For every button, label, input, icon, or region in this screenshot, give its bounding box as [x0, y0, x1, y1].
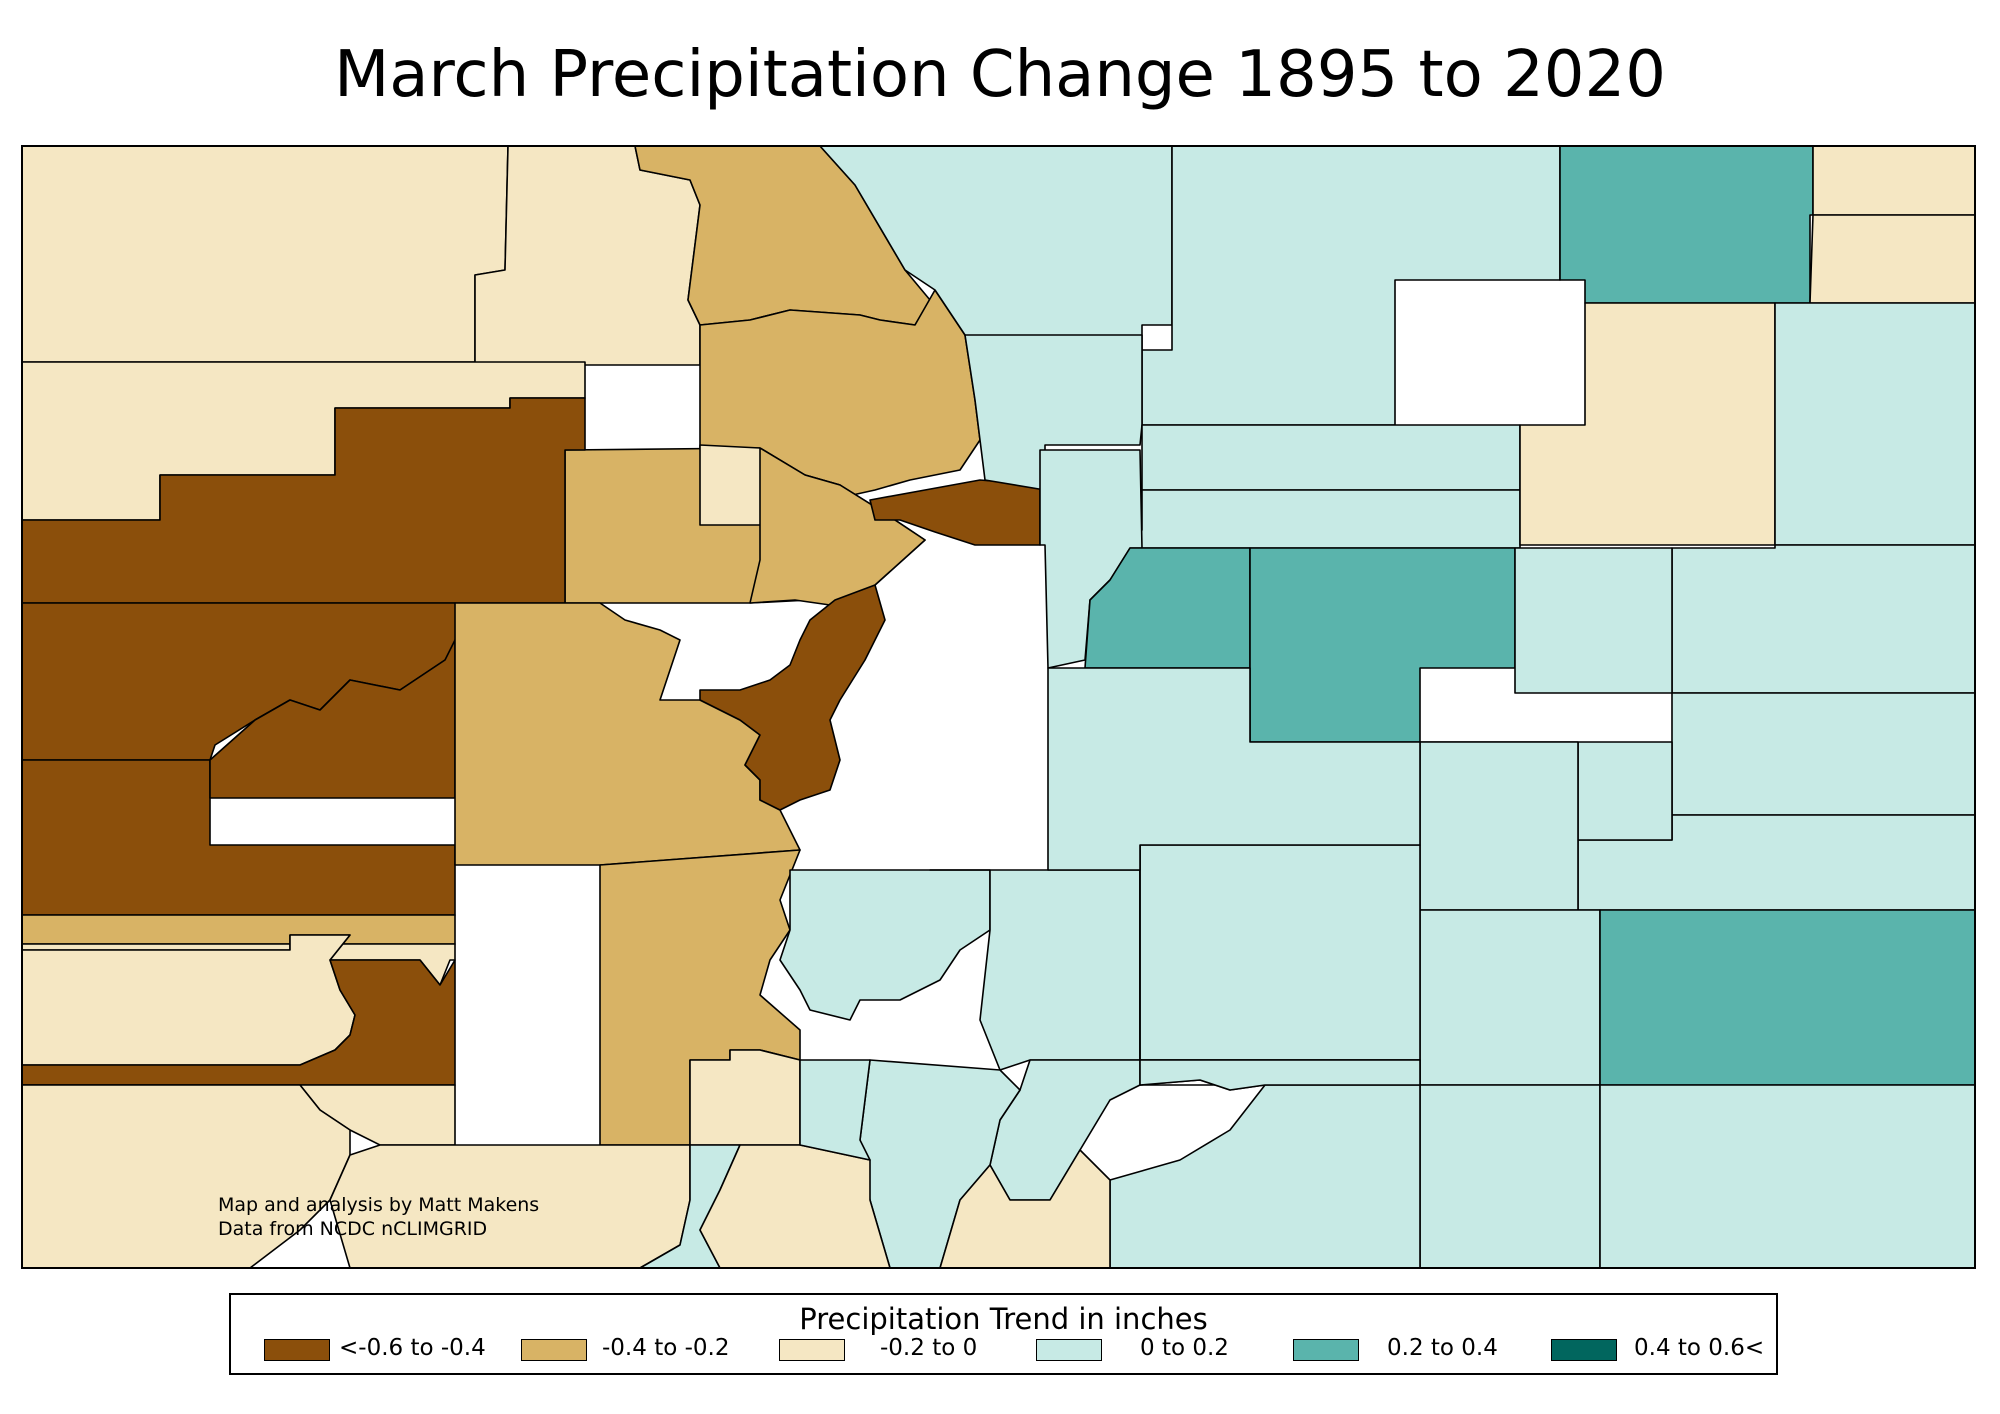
county-region[interactable] [1514, 547, 1673, 694]
county-region[interactable] [779, 869, 991, 1021]
county-region[interactable] [21, 934, 356, 1066]
county-region[interactable] [1129, 489, 1521, 549]
county-region[interactable] [699, 584, 886, 811]
county-region[interactable] [1774, 302, 1976, 546]
county-region[interactable] [21, 914, 456, 945]
county-region[interactable] [1139, 844, 1421, 1091]
county-region[interactable] [21, 145, 509, 363]
legend-swatch [1551, 1339, 1617, 1361]
county-region[interactable] [1419, 1084, 1601, 1269]
legend-label: 0 to 0.2 [1140, 1335, 1229, 1361]
county-region[interactable] [1109, 1084, 1421, 1269]
legend-title: Precipitation Trend in inches [799, 1302, 1208, 1336]
county-region[interactable] [1599, 1084, 1976, 1269]
credit-source: Data from NCDC nCLIMGRID [218, 1218, 488, 1240]
county-region[interactable] [474, 145, 701, 366]
county-region[interactable] [1139, 844, 1421, 1061]
legend-swatch [264, 1339, 330, 1361]
county-region[interactable] [689, 1049, 801, 1146]
county-region[interactable] [1599, 909, 1976, 1086]
county-region[interactable] [1141, 424, 1521, 491]
state-border [21, 145, 1976, 1269]
map-title: March Precipitation Change 1895 to 2020 [334, 38, 1666, 112]
county-region[interactable] [1671, 692, 1976, 816]
legend-label: 0.4 to 0.6< [1634, 1335, 1765, 1361]
legend-label: <-0.6 to -0.4 [339, 1335, 486, 1361]
county-region[interactable] [1047, 667, 1421, 871]
county-region[interactable] [1141, 145, 1561, 426]
county-region[interactable] [799, 1059, 871, 1161]
legend-swatch [779, 1339, 845, 1361]
county-region[interactable] [1559, 145, 1814, 304]
legend-swatch [521, 1339, 587, 1361]
county-region[interactable] [1419, 909, 1601, 1086]
county-region[interactable] [1671, 544, 1976, 694]
legend-label: 0.2 to 0.4 [1387, 1335, 1498, 1361]
county-region[interactable] [454, 602, 801, 866]
credit-author: Map and analysis by Matt Makens [218, 1194, 540, 1216]
county-region[interactable] [1249, 547, 1516, 743]
county-region[interactable] [1519, 302, 1776, 546]
legend-label: -0.2 to 0 [880, 1335, 978, 1361]
county-region[interactable] [939, 1149, 1111, 1269]
legend-label: -0.4 to -0.2 [602, 1335, 730, 1361]
legend: Precipitation Trend in inches <-0.6 to -… [229, 1293, 1778, 1375]
county-region[interactable] [1419, 741, 1579, 911]
county-region[interactable] [1809, 214, 1976, 304]
legend-swatch [1036, 1339, 1102, 1361]
county-region[interactable] [1812, 145, 1976, 216]
county-region[interactable] [209, 639, 456, 799]
legend-swatch [1293, 1339, 1359, 1361]
